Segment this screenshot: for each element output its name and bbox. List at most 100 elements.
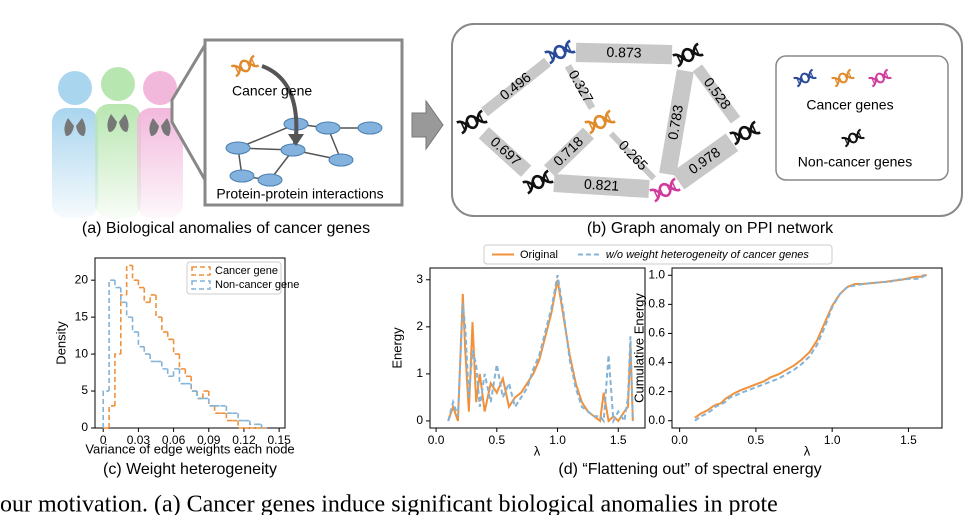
dna-rung [588,122,594,131]
curved-arrow [261,64,299,139]
x-tick-label: 0.15 [267,433,291,447]
histogram-bin [237,413,244,422]
dna-icon [544,39,576,65]
dna-rung [875,76,880,83]
dna-strand [584,109,611,130]
dna-strand [549,44,576,65]
dna-rung [246,60,251,69]
histogram-bin [114,353,121,406]
dna-strand [522,169,549,190]
histogram-bin [149,354,156,363]
histogram-bin [120,294,127,355]
series-line [694,274,927,422]
dna-rung [844,138,848,145]
x-tick-label: 1.0 [549,433,566,447]
people-illustration [52,67,183,218]
edge [608,131,657,181]
dna-icon [729,120,761,146]
dna-rung [746,127,751,136]
gene-legend-box [775,55,949,181]
edge-label: 0.873 [606,44,642,61]
x-tick-label: 0 [100,433,107,447]
legend-swatch [191,266,211,276]
x-axis-label: λ [534,443,541,458]
dna-rung [554,49,559,58]
histogram-bin [161,361,168,370]
histogram-bin [166,331,174,341]
x-tick-label: 0.06 [162,433,186,447]
dna-icon [230,54,260,78]
dna-rung [885,71,889,78]
histogram-bin [161,317,168,333]
dna-strand [729,120,756,141]
x-axis-label: λ [804,443,811,458]
dna-strand [734,125,761,146]
edge [692,64,741,124]
dna-rung [834,78,838,85]
dna-rung [594,119,599,128]
x-tick-label: 1.0 [824,433,841,447]
histogram-bin [155,294,162,318]
dna-rung [460,122,466,131]
dna-rung [689,49,694,58]
dna-strand [649,177,676,198]
series-line [447,274,634,425]
dna-rung [526,182,532,191]
edge [553,173,650,199]
dna-strand [230,54,255,73]
dna-rung [671,181,677,190]
edge-label: 0.783 [664,103,686,140]
plot-frame [94,257,286,429]
edge [544,127,594,177]
dna-strand [868,68,889,84]
dna-rung [539,176,544,185]
legend-swatch [191,280,211,290]
caption-b: (b) Graph anomaly on PPI network [587,220,834,237]
histogram-bin [207,398,215,407]
histogram-bin [225,413,233,422]
dna-rung [251,58,256,66]
y-tick-label: 0.2 [648,384,665,398]
y-tick-label: 5 [81,383,88,397]
dna-rung [466,119,471,128]
dna-rung [838,76,843,83]
x-tick-label: 0.03 [127,433,151,447]
dna-rung [532,179,537,188]
big-arrow [411,99,444,151]
histogram-bin [143,287,151,304]
x-tick-label: 0.0 [671,433,688,447]
x-tick-label: 0.09 [197,433,221,447]
dna-rung [853,133,858,140]
plot-frame [429,267,646,429]
histogram-bin [190,383,198,392]
histogram-bin [120,287,127,304]
y-tick-label: 0 [81,420,88,434]
histogram-bin [249,420,256,426]
ppi-label: Protein-protein interactions [216,186,383,202]
dna-strand [834,72,855,88]
legend-label: w/o weight heterogeneity of cancer genes [606,249,810,261]
y-axis-label: Energy [389,327,404,369]
dna-rung [682,52,687,61]
histogram-bin [225,405,233,415]
dna-icon [584,109,616,135]
x-tick-label: 0.5 [488,433,505,447]
dna-rung [733,133,739,142]
legend-label: Non-cancer gene [215,279,299,291]
series-line [447,279,634,423]
dna-icon [868,68,892,88]
dna-rung [694,46,700,55]
histogram-bin [149,294,156,303]
y-tick-label: 0.6 [648,326,665,340]
dna-rung [601,116,606,125]
dna-rung [239,63,244,72]
histogram-bin [166,368,174,378]
histogram-bin [237,420,244,429]
dna-rung [739,130,744,139]
caption-a: (a) Biological anomalies of cancer genes [82,220,370,237]
histogram-bin [131,265,139,281]
dna-rung [478,113,484,122]
histogram-bin [260,424,268,429]
edge [564,64,596,110]
